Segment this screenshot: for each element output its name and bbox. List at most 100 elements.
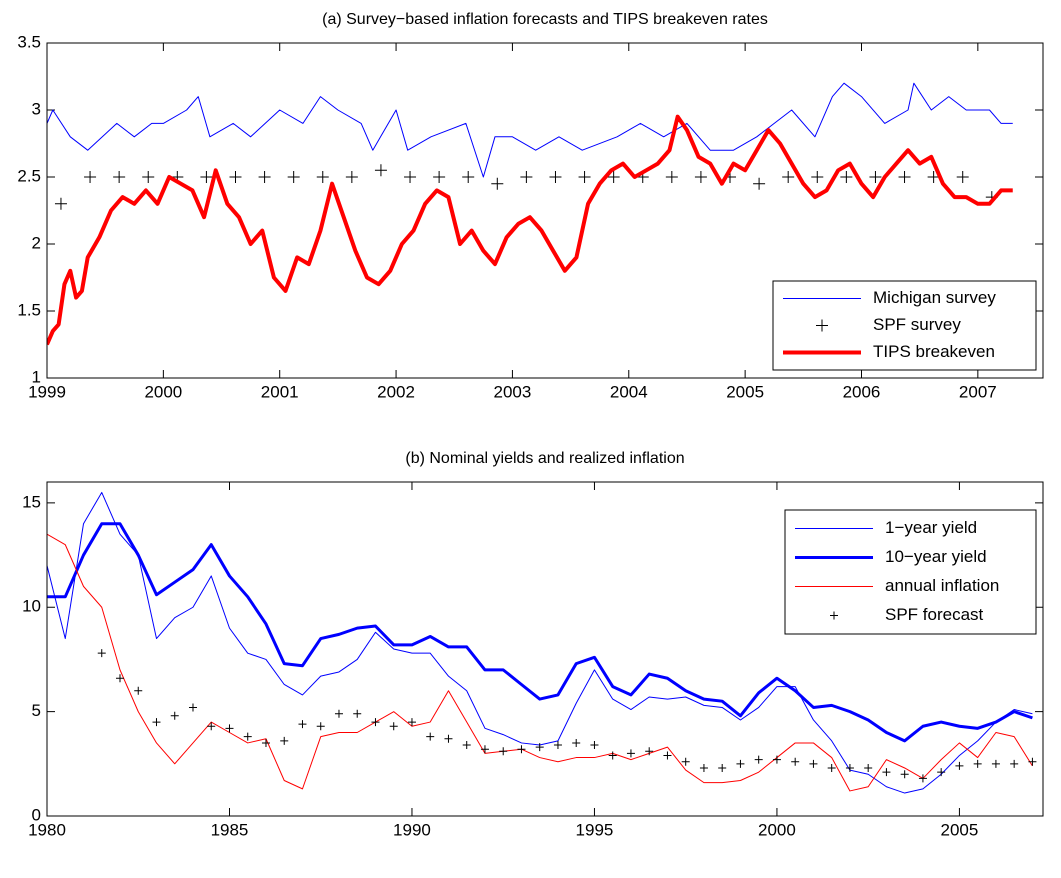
marker <box>142 171 155 183</box>
y-tick-label: 1.5 <box>17 300 41 319</box>
marker <box>389 722 398 731</box>
marker <box>840 171 853 183</box>
marker <box>827 763 836 772</box>
marker <box>1010 759 1019 768</box>
marker <box>188 703 197 712</box>
marker <box>225 724 234 733</box>
marker <box>937 768 946 777</box>
chart-title: (b) Nominal yields and realized inflatio… <box>405 450 684 467</box>
marker <box>480 745 489 754</box>
marker <box>736 759 745 768</box>
x-tick-label: 1990 <box>393 820 431 839</box>
marker <box>645 747 654 756</box>
series-line <box>47 82 1013 178</box>
x-tick-label: 2005 <box>941 820 979 839</box>
x-tick-label: 2007 <box>959 382 997 401</box>
marker <box>334 709 343 718</box>
x-tick-label: 1999 <box>28 382 66 401</box>
marker <box>520 171 533 183</box>
marker <box>572 738 581 747</box>
marker <box>115 674 124 683</box>
marker <box>882 768 891 777</box>
marker <box>864 763 873 772</box>
marker <box>345 171 358 183</box>
y-tick-label: 3 <box>32 99 41 118</box>
y-tick-label: 2 <box>32 233 41 252</box>
series-line <box>47 114 1013 346</box>
marker <box>991 759 1000 768</box>
marker <box>549 171 562 183</box>
marker <box>699 763 708 772</box>
marker <box>499 747 508 756</box>
marker <box>113 171 126 183</box>
marker <box>84 171 97 183</box>
marker <box>261 738 270 747</box>
marker <box>772 755 781 764</box>
y-tick-label: 5 <box>32 701 41 720</box>
marker <box>170 711 179 720</box>
x-tick-label: 2000 <box>144 382 182 401</box>
series-line <box>47 533 1033 792</box>
x-tick-label: 2001 <box>261 382 299 401</box>
y-tick-label: 3.5 <box>17 32 41 51</box>
marker <box>462 171 475 183</box>
marker <box>1028 757 1037 766</box>
x-tick-label: 2000 <box>758 820 796 839</box>
marker <box>229 171 242 183</box>
marker <box>663 751 672 760</box>
y-tick-label: 15 <box>22 492 41 511</box>
series-line <box>47 522 1033 743</box>
legend: Michigan survey SPF survey TIPS breakeven <box>772 280 1037 371</box>
marker <box>869 171 882 183</box>
legend-label: TIPS breakeven <box>873 342 995 361</box>
marker <box>753 177 766 190</box>
x-tick-label: 2003 <box>494 382 532 401</box>
marker <box>134 686 143 695</box>
marker <box>694 171 707 183</box>
marker <box>407 718 416 727</box>
marker <box>681 757 690 766</box>
marker <box>54 197 67 210</box>
marker <box>258 171 271 183</box>
x-tick-label: 2002 <box>377 382 415 401</box>
x-tick-label: 2006 <box>843 382 881 401</box>
legend-label: 1−year yield <box>885 518 977 537</box>
marker <box>973 759 982 768</box>
marker <box>578 171 591 183</box>
marker <box>462 741 471 750</box>
legend-marker <box>830 611 838 620</box>
marker <box>782 171 795 183</box>
marker <box>553 741 562 750</box>
marker <box>955 761 964 770</box>
marker <box>371 718 380 727</box>
y-tick-label: 1 <box>32 367 41 386</box>
marker <box>374 164 387 177</box>
marker <box>809 759 818 768</box>
marker <box>353 709 362 718</box>
marker <box>207 722 216 731</box>
marker <box>898 171 911 183</box>
marker <box>535 743 544 752</box>
x-tick-label: 1980 <box>28 820 66 839</box>
marker <box>918 774 927 783</box>
marker <box>956 171 969 183</box>
x-tick-label: 1995 <box>576 820 614 839</box>
marker <box>152 718 161 727</box>
marker <box>97 649 106 658</box>
marker <box>607 171 620 183</box>
y-tick-label: 10 <box>22 597 41 616</box>
marker <box>791 757 800 766</box>
marker <box>444 734 453 743</box>
x-tick-label: 2004 <box>610 382 648 401</box>
marker <box>590 741 599 750</box>
marker <box>298 720 307 729</box>
legend-marker <box>816 319 828 332</box>
marker <box>811 171 824 183</box>
marker <box>433 171 446 183</box>
marker <box>316 171 329 183</box>
marker <box>426 732 435 741</box>
x-tick-label: 1985 <box>211 820 249 839</box>
legend-label: SPF forecast <box>885 605 984 624</box>
